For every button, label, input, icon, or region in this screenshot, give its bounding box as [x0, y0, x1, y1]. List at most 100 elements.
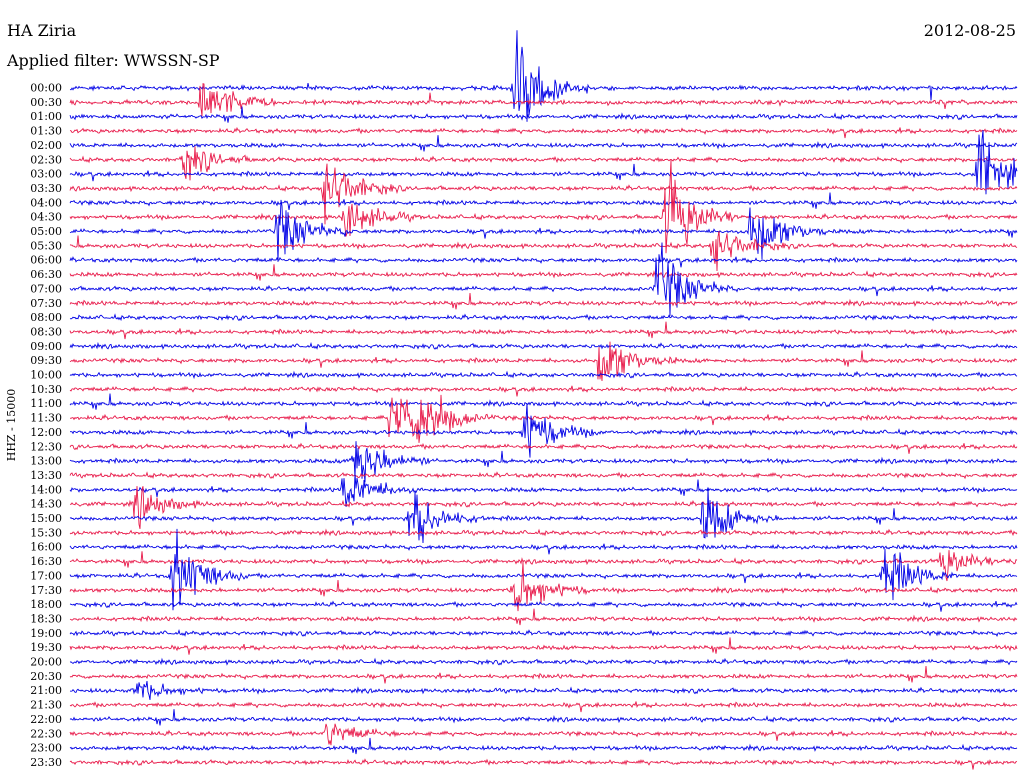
- tick-label: 13:00: [30, 455, 62, 468]
- trace-line: [69, 192, 1017, 210]
- trace-line: [69, 135, 1018, 152]
- trace-line: [69, 657, 1018, 666]
- tick-label: 07:30: [30, 297, 62, 310]
- trace-line: [69, 550, 1018, 582]
- tick-label: 14:30: [30, 498, 62, 511]
- trace-line: [69, 486, 1018, 529]
- tick-label: 05:00: [30, 225, 62, 238]
- tick-label: 02:30: [30, 153, 62, 166]
- tick-label: 17:30: [30, 584, 62, 597]
- trace-line: [69, 487, 1018, 544]
- tick-label: 13:30: [30, 469, 62, 482]
- trace-line: [69, 393, 1018, 410]
- station-name: HA Ziria: [7, 21, 77, 40]
- tick-label: 16:30: [30, 555, 62, 568]
- trace-line: [69, 528, 1018, 611]
- tick-label: 22:00: [30, 713, 62, 726]
- tick-label: 01:30: [30, 125, 62, 138]
- tick-label: 09:00: [30, 340, 62, 353]
- tick-label: 23:00: [30, 742, 62, 755]
- trace-line: [69, 709, 1018, 726]
- trace-line: [69, 341, 1018, 382]
- trace-line: [69, 83, 1018, 117]
- tick-label: 03:30: [30, 182, 62, 195]
- tick-label: 09:30: [30, 354, 62, 367]
- trace-line: [69, 637, 1018, 655]
- tick-label: 06:00: [30, 254, 62, 267]
- trace-line: [69, 701, 1018, 713]
- trace-line: [70, 403, 1018, 458]
- trace-line: [69, 163, 1018, 225]
- trace-line: [69, 146, 1018, 181]
- trace-line: [69, 394, 1018, 443]
- tick-label: 06:30: [30, 268, 62, 281]
- trace-line: [69, 160, 1018, 254]
- trace-line: [69, 256, 1018, 268]
- trace-line: [69, 442, 1018, 454]
- tick-label: 02:00: [30, 139, 62, 152]
- trace-line: [69, 471, 1018, 480]
- trace-line: [69, 242, 1018, 316]
- trace-line: [69, 292, 1018, 310]
- trace-line: [69, 231, 1018, 272]
- trace-line: [69, 600, 1018, 612]
- tick-label: 11:30: [30, 412, 62, 425]
- tick-label: 10:00: [30, 369, 62, 382]
- trace-line: [69, 473, 1018, 507]
- tick-label: 15:30: [30, 526, 62, 539]
- tick-label: 12:00: [30, 426, 62, 439]
- tick-label: 08:00: [30, 311, 62, 324]
- trace-line: [69, 628, 1018, 638]
- tick-label: 18:00: [30, 598, 62, 611]
- trace-line: [69, 737, 1018, 755]
- trace-line: [69, 681, 1018, 700]
- y-axis-label: HHZ - 15000: [5, 389, 18, 462]
- tick-label: 18:30: [30, 612, 62, 625]
- trace-line: [69, 341, 1018, 351]
- tick-label: 04:00: [30, 196, 62, 209]
- trace-line: [69, 385, 1018, 397]
- tick-label: 21:30: [30, 699, 62, 712]
- tick-label: 11:00: [30, 397, 62, 410]
- tick-label: 00:30: [30, 96, 62, 109]
- filter-label: Applied filter: WWSSN-SP: [6, 51, 220, 70]
- trace-line: [69, 130, 1018, 195]
- trace-line: [69, 723, 1018, 746]
- record-date: 2012-08-25: [924, 21, 1016, 40]
- tick-label: 05:30: [30, 239, 62, 252]
- tick-label: 15:00: [30, 512, 62, 525]
- tick-label: 20:00: [30, 656, 62, 669]
- tick-label: 07:00: [30, 282, 62, 295]
- trace-line: [69, 313, 1018, 322]
- tick-label: 12:30: [30, 440, 62, 453]
- trace-line: [69, 758, 1018, 770]
- trace-line: [69, 543, 1018, 555]
- tick-label: 16:00: [30, 541, 62, 554]
- traces-group: [69, 30, 1018, 770]
- tick-label: 22:30: [30, 727, 62, 740]
- trace-line: [69, 666, 1018, 684]
- tick-label: 00:00: [30, 82, 62, 95]
- trace-line: [69, 561, 1018, 612]
- tick-label: 14:00: [30, 483, 62, 496]
- trace-line: [69, 608, 1018, 626]
- trace-line: [69, 126, 1018, 139]
- trace-line: [69, 106, 1018, 123]
- tick-label: 08:30: [30, 325, 62, 338]
- trace-line: [69, 264, 1018, 281]
- tick-label: 23:30: [30, 756, 62, 769]
- trace-line: [69, 528, 1018, 537]
- tick-label: 04:30: [30, 211, 62, 224]
- tick-label: 01:00: [30, 110, 62, 123]
- trace-line: [69, 370, 1018, 380]
- tick-label: 17:00: [30, 569, 62, 582]
- tick-label: 10:30: [30, 383, 62, 396]
- trace-line: [69, 199, 1018, 262]
- trace-line: [69, 441, 1018, 483]
- tick-label: 03:00: [30, 168, 62, 181]
- tick-label: 19:30: [30, 641, 62, 654]
- tick-label: 21:00: [30, 684, 62, 697]
- tick-label: 20:30: [30, 670, 62, 683]
- trace-line: [69, 30, 1018, 122]
